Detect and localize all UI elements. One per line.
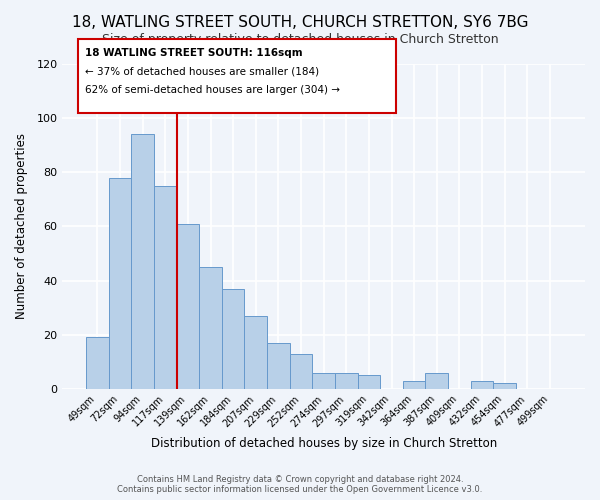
Bar bbox=[86, 338, 109, 389]
Bar bbox=[403, 380, 425, 389]
Y-axis label: Number of detached properties: Number of detached properties bbox=[15, 134, 28, 320]
Bar bbox=[199, 267, 222, 389]
Text: 18, WATLING STREET SOUTH, CHURCH STRETTON, SY6 7BG: 18, WATLING STREET SOUTH, CHURCH STRETTO… bbox=[72, 15, 528, 30]
X-axis label: Distribution of detached houses by size in Church Stretton: Distribution of detached houses by size … bbox=[151, 437, 497, 450]
Bar bbox=[425, 372, 448, 389]
Text: 62% of semi-detached houses are larger (304) →: 62% of semi-detached houses are larger (… bbox=[85, 86, 340, 96]
Bar bbox=[267, 343, 290, 389]
Bar bbox=[154, 186, 176, 389]
Bar bbox=[313, 372, 335, 389]
Bar bbox=[131, 134, 154, 389]
Text: 18 WATLING STREET SOUTH: 116sqm: 18 WATLING STREET SOUTH: 116sqm bbox=[85, 48, 303, 58]
Text: Size of property relative to detached houses in Church Stretton: Size of property relative to detached ho… bbox=[101, 32, 499, 46]
Bar bbox=[335, 372, 358, 389]
Bar bbox=[471, 380, 493, 389]
Bar bbox=[493, 384, 516, 389]
Bar bbox=[290, 354, 313, 389]
Bar bbox=[358, 376, 380, 389]
Bar bbox=[244, 316, 267, 389]
Text: Contains public sector information licensed under the Open Government Licence v3: Contains public sector information licen… bbox=[118, 485, 482, 494]
Bar bbox=[176, 224, 199, 389]
Text: ← 37% of detached houses are smaller (184): ← 37% of detached houses are smaller (18… bbox=[85, 66, 319, 76]
Bar bbox=[109, 178, 131, 389]
Bar bbox=[222, 288, 244, 389]
Text: Contains HM Land Registry data © Crown copyright and database right 2024.: Contains HM Land Registry data © Crown c… bbox=[137, 475, 463, 484]
